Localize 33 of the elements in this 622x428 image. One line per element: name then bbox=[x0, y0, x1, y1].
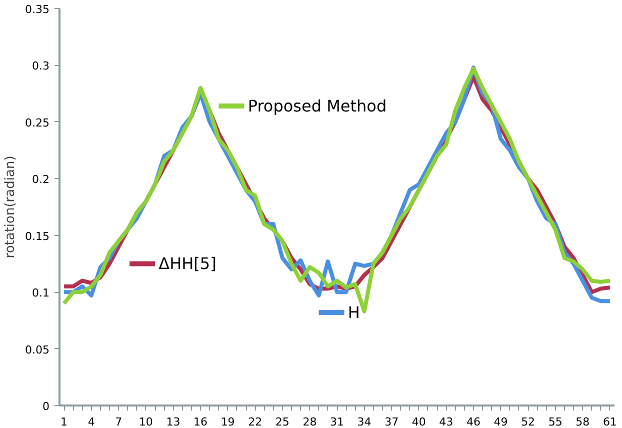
x-tick-label: 4 bbox=[88, 416, 95, 428]
y-axis-title: rotation(radian) bbox=[3, 156, 18, 258]
x-tick-label: 28 bbox=[302, 416, 317, 428]
x-tick-label: 13 bbox=[166, 416, 180, 428]
x-tick-label: 43 bbox=[439, 416, 454, 428]
y-tick-label: 0.15 bbox=[25, 230, 50, 243]
y-tick-label: 0.2 bbox=[32, 173, 50, 186]
x-tick-label: 46 bbox=[466, 416, 480, 428]
x-tick-label: 25 bbox=[275, 416, 290, 428]
x-tick-label: 61 bbox=[602, 416, 617, 428]
x-tick-label: 22 bbox=[248, 416, 262, 428]
x-tick-label: 7 bbox=[115, 416, 122, 428]
x-tick-label: 55 bbox=[548, 416, 562, 428]
y-tick-label: 0.25 bbox=[25, 116, 50, 130]
x-tick-label: 52 bbox=[521, 416, 536, 428]
x-tick-label: 1 bbox=[60, 416, 68, 428]
x-tick-label: 58 bbox=[576, 416, 590, 428]
x-tick-label: 16 bbox=[194, 416, 208, 428]
x-tick-label: 40 bbox=[412, 416, 426, 428]
x-tick-label: 37 bbox=[384, 416, 399, 428]
x-tick-label: 34 bbox=[357, 416, 372, 428]
legend-label: H bbox=[348, 302, 360, 322]
x-tick-label: 49 bbox=[494, 416, 508, 428]
legend-label: Proposed Method bbox=[248, 96, 387, 116]
x-tick-label: 10 bbox=[138, 416, 153, 428]
x-tick-label: 31 bbox=[330, 416, 344, 428]
y-tick-label: 0.1 bbox=[32, 286, 50, 300]
y-tick-label: 0.35 bbox=[25, 3, 50, 16]
x-tick-label: 19 bbox=[220, 416, 235, 428]
y-tick-label: 0 bbox=[42, 400, 50, 413]
y-tick-label: 0.05 bbox=[25, 343, 50, 356]
y-tick-label: 0.3 bbox=[32, 60, 50, 73]
legend-label: ΔHH[5] bbox=[158, 254, 216, 274]
